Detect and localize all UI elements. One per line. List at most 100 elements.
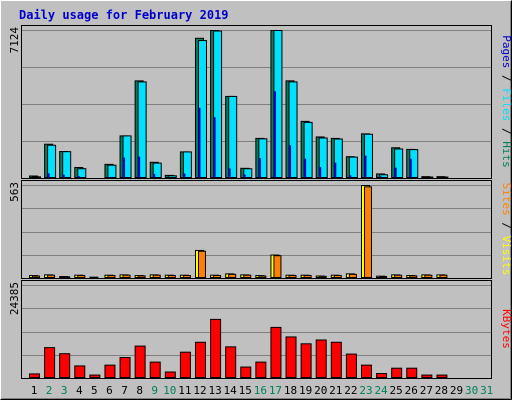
- x-tick-label-day-30: 30: [465, 384, 478, 397]
- bar-sites-day-12: [197, 250, 206, 279]
- bar-sites-day-9: [152, 274, 161, 278]
- bar-kbytes-day-13: [210, 318, 222, 379]
- x-tick-label-day-11: 11: [178, 384, 191, 397]
- bar-pages-day-17: [273, 91, 276, 178]
- bar-kbytes-day-16: [255, 361, 267, 379]
- bar-files-day-4: [77, 168, 87, 179]
- bar-kbytes-day-22: [345, 353, 357, 378]
- chart-title: Daily usage for February 2019: [19, 8, 229, 22]
- x-tick-label-day-5: 5: [91, 384, 98, 397]
- bar-files-day-19: [303, 121, 313, 178]
- bar-pages-day-19: [304, 158, 307, 178]
- bar-kbytes-day-8: [134, 345, 146, 378]
- bar-kbytes-day-17: [270, 326, 282, 378]
- bar-kbytes-day-9: [149, 361, 161, 379]
- bar-sites-day-26: [409, 275, 418, 279]
- bar-files-day-7: [122, 135, 132, 178]
- bar-sites-day-7: [122, 274, 131, 278]
- bar-files-day-14: [228, 95, 238, 178]
- bar-kbytes-day-18: [285, 336, 297, 378]
- bar-sites-day-3: [62, 276, 71, 279]
- bar-files-day-21: [333, 138, 343, 178]
- bar-pages-day-26: [409, 158, 412, 178]
- x-tick-label-day-6: 6: [106, 384, 113, 397]
- x-tick-label-day-4: 4: [76, 384, 83, 397]
- x-tick-label-day-25: 25: [390, 384, 403, 397]
- legend-files: Files: [500, 88, 512, 121]
- bar-kbytes-day-19: [300, 343, 312, 379]
- panel-kbytes: 24385 KBytes: [8, 280, 512, 379]
- bar-pages-day-11: [183, 173, 186, 178]
- bar-pages-day-9: [153, 173, 156, 178]
- plot-area: [21, 280, 492, 379]
- x-tick-label-day-20: 20: [314, 384, 327, 397]
- bar-sites-day-20: [318, 275, 327, 278]
- bar-sites-day-18: [288, 275, 297, 278]
- bar-files-day-13: [213, 30, 223, 178]
- bar-kbytes-day-24: [376, 373, 388, 378]
- bar-sites-day-27: [424, 274, 433, 278]
- chart-panels: 7124 Pages / Files / Hits 563 Sites / Visit…: [8, 25, 512, 379]
- bar-pages-day-24: [379, 176, 382, 178]
- bar-sites-day-8: [137, 275, 146, 279]
- bar-files-day-9: [152, 162, 162, 179]
- bar-kbytes-day-10: [164, 371, 176, 379]
- legend-visits: Visits: [500, 236, 512, 276]
- x-tick-label-day-3: 3: [61, 384, 68, 397]
- bar-sites-day-10: [167, 275, 176, 278]
- y-max-label: 563: [8, 182, 21, 202]
- plot-area: [21, 180, 492, 279]
- bar-kbytes-day-5: [89, 374, 101, 379]
- bar-kbytes-day-12: [194, 341, 206, 378]
- legend-separator: /: [500, 121, 512, 141]
- bar-kbytes-day-25: [391, 367, 403, 379]
- x-tick-label-day-12: 12: [193, 384, 206, 397]
- panel-hits: 7124 Pages / Files / Hits: [8, 25, 512, 179]
- x-tick-label-day-1: 1: [31, 384, 38, 397]
- bar-pages-day-8: [138, 156, 141, 178]
- x-tick-label-day-2: 2: [46, 384, 53, 397]
- bar-sites-day-4: [77, 275, 86, 278]
- bar-sites-day-14: [228, 273, 237, 278]
- bar-kbytes-day-11: [179, 351, 191, 378]
- bar-sites-day-17: [273, 255, 282, 279]
- bar-kbytes-day-21: [330, 341, 342, 378]
- bar-sites-day-2: [47, 274, 56, 278]
- x-tick-label-day-8: 8: [136, 384, 143, 397]
- bar-files-day-10: [167, 175, 177, 179]
- x-tick-label-day-29: 29: [450, 384, 463, 397]
- x-tick-label-day-16: 16: [254, 384, 267, 397]
- bar-pages-day-13: [213, 117, 216, 178]
- bar-sites-day-21: [333, 275, 342, 278]
- bar-kbytes-day-20: [315, 339, 327, 378]
- bar-pages-day-22: [349, 175, 352, 178]
- bar-sites-day-1: [32, 275, 40, 279]
- bar-pages-day-7: [123, 157, 126, 178]
- bar-kbytes-day-14: [225, 346, 237, 379]
- bar-pages-day-18: [289, 145, 292, 178]
- bar-pages-day-21: [334, 162, 337, 178]
- bar-sites-day-23: [363, 186, 372, 278]
- bar-pages-day-25: [394, 167, 397, 178]
- legend-separator: /: [500, 216, 512, 236]
- bar-sites-day-28: [439, 274, 448, 278]
- legend-sites: Sites: [500, 183, 512, 216]
- bar-sites-day-11: [182, 275, 191, 278]
- bar-sites-day-22: [348, 273, 357, 278]
- x-tick-label-day-21: 21: [329, 384, 342, 397]
- bar-files-day-6: [107, 164, 117, 179]
- x-tick-label-day-31: 31: [480, 384, 493, 397]
- bar-pages-day-16: [258, 158, 261, 178]
- x-axis-labels: 1 2 3 4 5 6 7 8 9 10 11 12 13 14 15 16 17 18 19 20 21 22 23 24 2…: [31, 384, 494, 397]
- bar-kbytes-day-1: [29, 373, 40, 378]
- x-tick-label-day-24: 24: [374, 384, 388, 397]
- bar-pages-day-4: [77, 176, 80, 178]
- bar-pages-day-14: [228, 168, 231, 178]
- bar-sites-day-6: [107, 275, 116, 278]
- bar-files-day-1: [32, 176, 41, 179]
- bar-kbytes-day-28: [436, 374, 448, 379]
- legend-separator: /: [500, 68, 512, 88]
- bar-files-day-24: [379, 174, 389, 179]
- bar-pages-day-23: [364, 155, 367, 178]
